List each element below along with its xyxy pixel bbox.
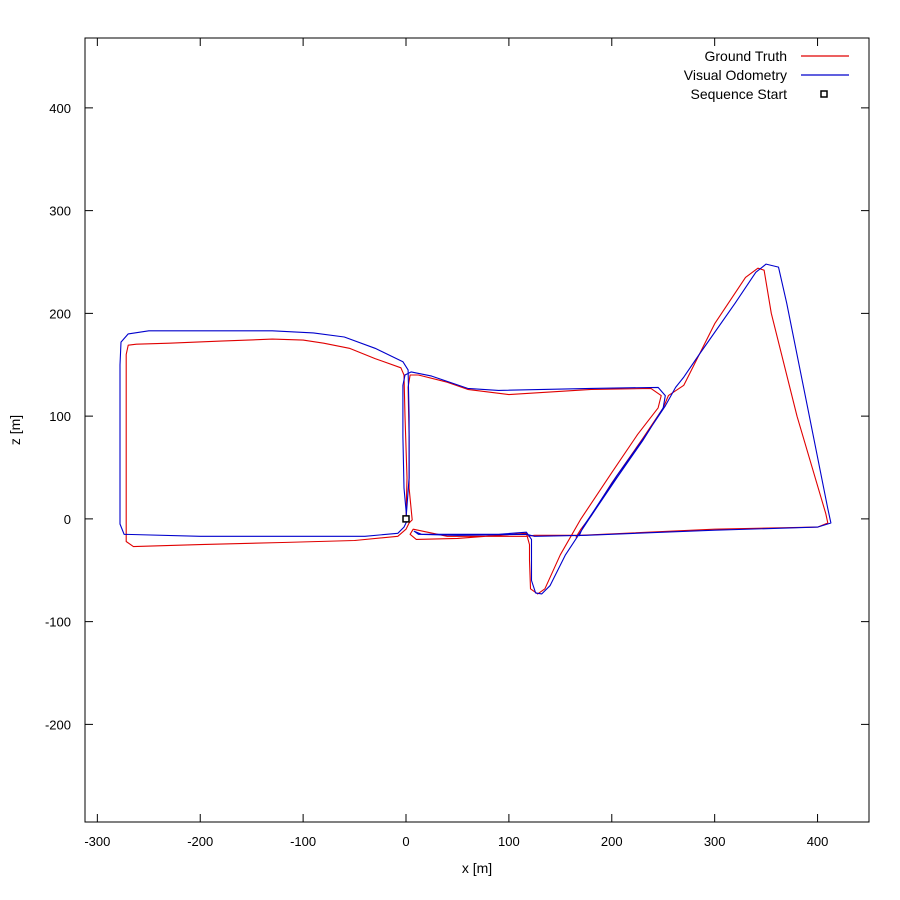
x-axis-label: x [m] bbox=[462, 860, 492, 876]
y-tick-label: 0 bbox=[64, 512, 71, 527]
sequence-start-marker bbox=[402, 515, 410, 523]
y-tick-label: 200 bbox=[49, 306, 71, 321]
legend-label-visual-odometry: Visual Odometry bbox=[684, 67, 787, 83]
ticks-layer: -300 -200 -100 0 100 200 300 400 -200 -100 0 100 200… bbox=[45, 38, 869, 849]
x-tick-label: 200 bbox=[601, 834, 623, 849]
x-tick-label: 400 bbox=[807, 834, 829, 849]
x-tick-label: -300 bbox=[84, 834, 110, 849]
legend-label-ground-truth: Ground Truth bbox=[705, 48, 788, 64]
legend: Ground Truth Visual Odometry Sequence St… bbox=[684, 48, 849, 102]
x-tick-label: 300 bbox=[704, 834, 726, 849]
plot-frame bbox=[84, 37, 870, 823]
y-tick-label: 100 bbox=[49, 409, 71, 424]
y-tick-label: 400 bbox=[49, 101, 71, 116]
y-tick-label: -200 bbox=[45, 717, 71, 732]
x-tick-label: 0 bbox=[402, 834, 409, 849]
x-tick-label: -100 bbox=[290, 834, 316, 849]
marker-layer bbox=[402, 515, 410, 523]
x-tick-label: 100 bbox=[498, 834, 520, 849]
series-line-visual-odometry bbox=[119, 263, 832, 595]
series-line-ground-truth bbox=[125, 267, 829, 595]
legend-label-sequence-start: Sequence Start bbox=[690, 86, 787, 102]
y-tick-label: -100 bbox=[45, 615, 71, 630]
y-axis-label: z [m] bbox=[7, 415, 23, 445]
y-tick-label: 300 bbox=[49, 204, 71, 219]
series-layer bbox=[119, 263, 832, 595]
x-tick-label: -200 bbox=[187, 834, 213, 849]
legend-swatch-sequence-start bbox=[820, 90, 828, 98]
